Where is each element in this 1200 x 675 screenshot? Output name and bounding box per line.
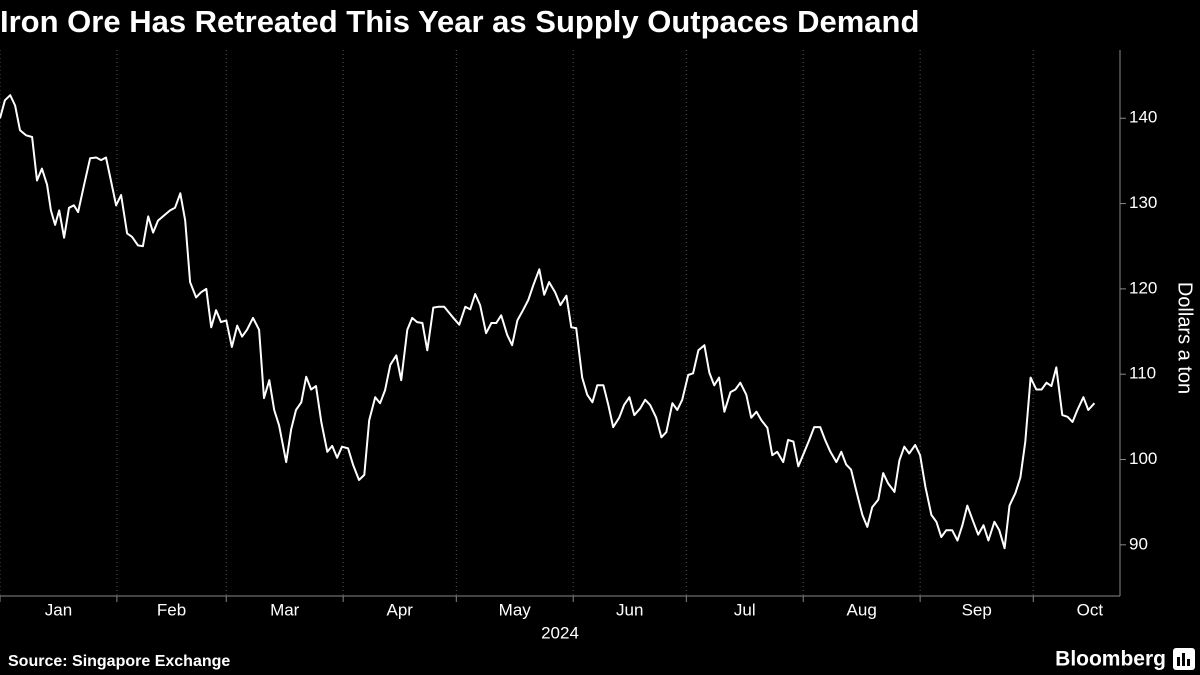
price-line (0, 94, 1096, 550)
y-tick-label: 90 (1129, 534, 1148, 553)
brand: Bloomberg (1055, 648, 1166, 671)
brand-icon (1173, 648, 1195, 670)
x-tick-label: Jul (734, 600, 756, 619)
y-tick-label: 100 (1129, 449, 1157, 468)
x-sublabel: 2024 (541, 623, 579, 642)
x-tick-label: Sep (962, 600, 992, 619)
x-tick-label: Oct (1077, 600, 1104, 619)
x-tick-label: Feb (157, 600, 186, 619)
x-tick-label: Mar (270, 600, 300, 619)
y-tick-label: 120 (1129, 278, 1157, 297)
y-axis-label: Dollars a ton (1174, 282, 1196, 394)
x-tick-label: Jun (616, 600, 643, 619)
y-tick-label: 140 (1129, 108, 1157, 127)
chart-title: Iron Ore Has Retreated This Year as Supp… (0, 4, 919, 39)
y-tick-label: 130 (1129, 193, 1157, 212)
x-tick-label: Jan (45, 600, 72, 619)
x-tick-label: May (499, 600, 532, 619)
y-tick-label: 110 (1129, 364, 1156, 383)
x-tick-label: Apr (386, 600, 413, 619)
x-tick-label: Aug (847, 600, 877, 619)
source: Source: Singapore Exchange (8, 653, 230, 670)
